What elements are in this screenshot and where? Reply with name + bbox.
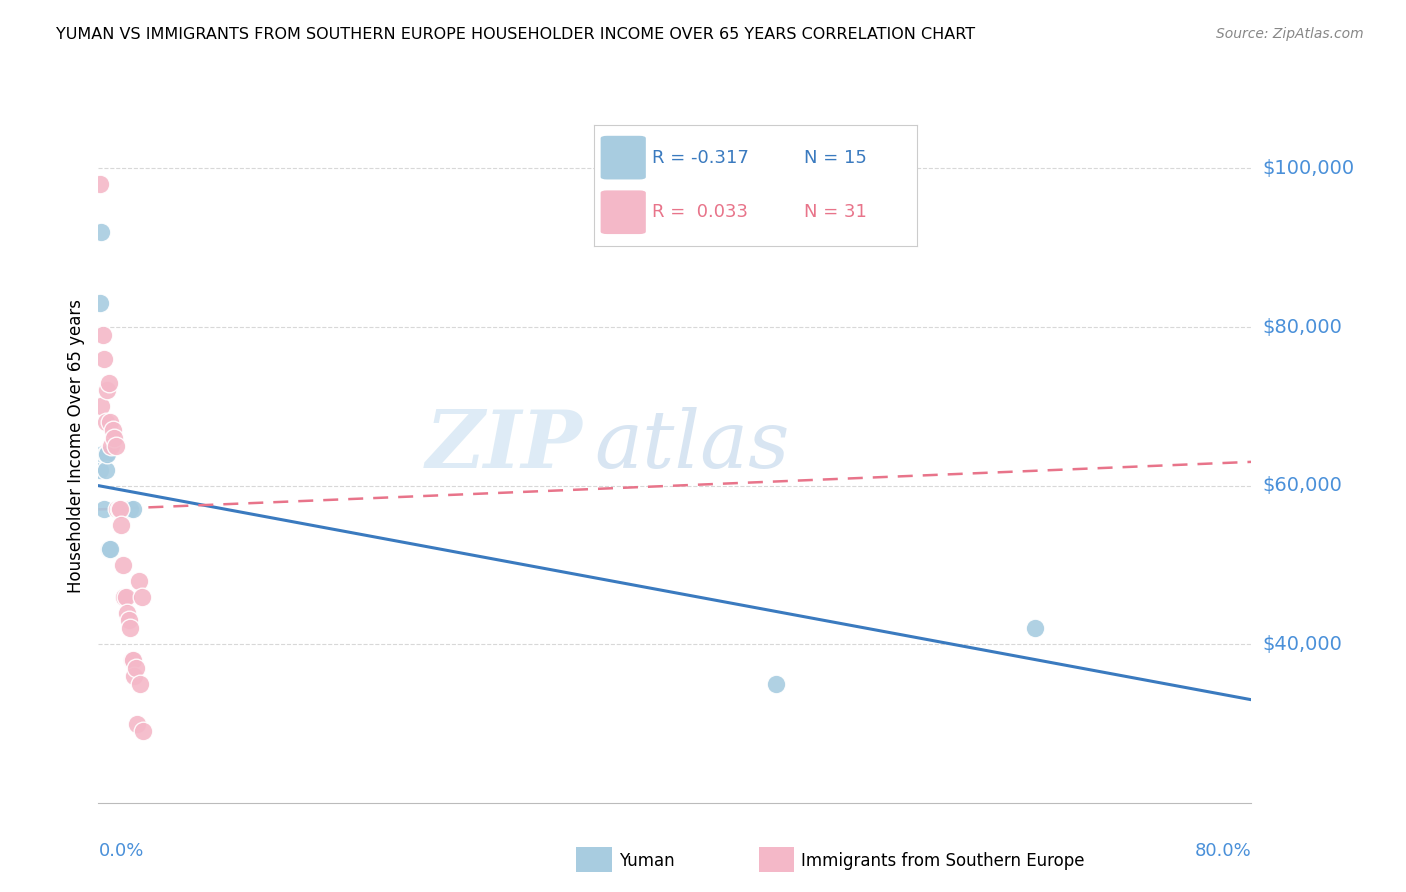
Point — [96, 384, 118, 398]
Text: R = -0.317: R = -0.317 — [652, 149, 749, 167]
Text: $60,000: $60,000 — [1263, 476, 1343, 495]
Point — [124, 669, 146, 683]
Point — [103, 431, 125, 445]
Point — [117, 606, 138, 620]
Point — [122, 502, 145, 516]
Y-axis label: Householder Income Over 65 years: Householder Income Over 65 years — [66, 299, 84, 593]
Point — [91, 447, 114, 461]
Point — [89, 178, 111, 192]
Point — [89, 296, 111, 310]
Point — [129, 677, 152, 691]
Point — [96, 447, 118, 461]
Point — [98, 542, 121, 557]
Point — [1024, 621, 1046, 635]
Point — [97, 376, 120, 390]
Point — [105, 502, 128, 516]
Text: 80.0%: 80.0% — [1195, 842, 1251, 860]
Point — [128, 574, 150, 588]
Point — [104, 439, 127, 453]
FancyBboxPatch shape — [600, 190, 645, 234]
Point — [101, 423, 124, 437]
Point — [112, 590, 135, 604]
Text: Immigrants from Southern Europe: Immigrants from Southern Europe — [801, 852, 1085, 870]
Point — [121, 653, 143, 667]
Text: Yuman: Yuman — [619, 852, 675, 870]
Point — [90, 400, 112, 414]
Text: ZIP: ZIP — [426, 408, 582, 484]
Text: $40,000: $40,000 — [1263, 635, 1343, 654]
Text: $100,000: $100,000 — [1263, 159, 1354, 178]
Point — [89, 463, 111, 477]
Text: Source: ZipAtlas.com: Source: ZipAtlas.com — [1216, 27, 1364, 41]
Point — [765, 677, 787, 691]
Point — [98, 415, 121, 429]
Point — [94, 415, 117, 429]
Point — [120, 621, 142, 635]
Point — [118, 614, 141, 628]
Point — [100, 439, 122, 453]
Point — [91, 447, 114, 461]
Point — [93, 502, 115, 516]
Point — [120, 502, 142, 516]
Point — [94, 463, 117, 477]
Text: N = 31: N = 31 — [804, 203, 868, 221]
Text: YUMAN VS IMMIGRANTS FROM SOUTHERN EUROPE HOUSEHOLDER INCOME OVER 65 YEARS CORREL: YUMAN VS IMMIGRANTS FROM SOUTHERN EUROPE… — [56, 27, 976, 42]
Point — [91, 328, 114, 343]
Point — [132, 724, 155, 739]
Point — [114, 590, 136, 604]
Point — [125, 661, 148, 675]
Point — [93, 351, 115, 366]
Point — [127, 716, 149, 731]
Text: atlas: atlas — [595, 408, 790, 484]
Text: N = 15: N = 15 — [804, 149, 868, 167]
Text: R =  0.033: R = 0.033 — [652, 203, 748, 221]
Point — [131, 590, 153, 604]
FancyBboxPatch shape — [600, 136, 645, 179]
Point — [97, 542, 120, 557]
Point — [111, 558, 134, 572]
Text: 0.0%: 0.0% — [98, 842, 143, 860]
Point — [110, 518, 132, 533]
Text: $80,000: $80,000 — [1263, 318, 1343, 336]
Point — [90, 225, 112, 239]
Point — [122, 653, 145, 667]
Point — [108, 502, 131, 516]
Point — [94, 447, 117, 461]
Point — [107, 502, 129, 516]
